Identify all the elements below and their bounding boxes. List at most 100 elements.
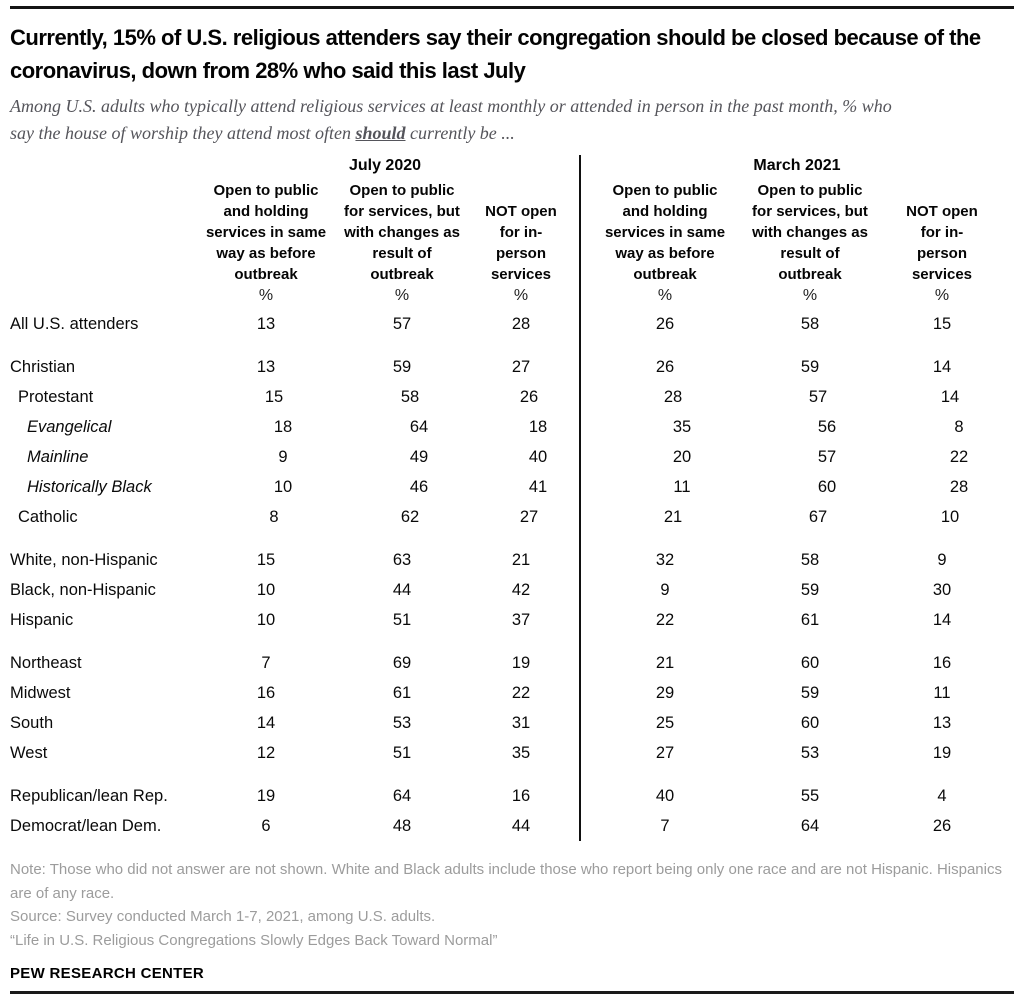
value-cell: 14 — [256, 713, 276, 732]
value-cell: 40 — [528, 447, 548, 466]
row-label: Midwest — [10, 683, 71, 702]
note-text: Note: Those who did not answer are not s… — [10, 861, 1002, 902]
value-cell: 16 — [256, 683, 276, 702]
value-cell: 28 — [511, 314, 531, 333]
row-label: Republican/lean Rep. — [10, 786, 168, 805]
row-label: All U.S. attenders — [10, 314, 139, 333]
value-cell: 26 — [932, 816, 952, 835]
value-cell: 48 — [392, 816, 412, 835]
value-cell: 67 — [808, 507, 828, 526]
subtitle-text-2: currently be ... — [405, 123, 515, 143]
value-cell: 9 — [278, 447, 288, 466]
value-cell: 32 — [655, 550, 675, 569]
value-cell: 57 — [817, 447, 837, 466]
value-cell: 37 — [511, 610, 531, 629]
value-cell: 27 — [655, 743, 675, 762]
pew-table-figure: Currently, 15% of U.S. religious attende… — [0, 6, 1024, 994]
col-header-july-open-changes: Open to public for services, but with ch… — [344, 182, 460, 283]
value-cell: 22 — [511, 683, 531, 702]
percent-sign: % — [513, 287, 529, 304]
value-cell: 59 — [800, 683, 820, 702]
value-cell: 59 — [392, 357, 412, 376]
value-cell: 8 — [269, 507, 279, 526]
value-cell: 57 — [392, 314, 412, 333]
value-cell: 15 — [932, 314, 952, 333]
row-label: Catholic — [18, 507, 78, 526]
value-cell: 8 — [954, 417, 964, 436]
value-cell: 16 — [932, 653, 952, 672]
pew-research-center-wordmark: PEW RESEARCH CENTER — [10, 965, 205, 982]
value-cell: 11 — [933, 683, 951, 702]
value-cell: 46 — [409, 477, 429, 496]
value-cell: 27 — [511, 357, 531, 376]
percent-sign: % — [394, 287, 410, 304]
table-row: Northeast 7 69 19 21 60 16 — [10, 648, 1014, 678]
data-table: July 2020 March 2021 Open to public and … — [10, 155, 1014, 841]
table-row: Christian 13 59 27 26 59 14 — [10, 352, 1014, 382]
table-row: Catholic 8 62 27 21 67 10 — [10, 502, 1014, 532]
subtitle-text-1: Among U.S. adults who typically attend r… — [10, 96, 892, 143]
value-cell: 56 — [817, 417, 837, 436]
group-header-row: July 2020 March 2021 — [10, 155, 1014, 177]
table-row: Protestant 15 58 26 28 57 14 — [10, 382, 1014, 412]
value-cell: 11 — [673, 477, 691, 496]
report-title-text: “Life in U.S. Religious Congregations Sl… — [10, 931, 498, 949]
row-label: Historically Black — [27, 477, 152, 496]
value-cell: 10 — [940, 507, 960, 526]
value-cell: 14 — [940, 387, 960, 406]
row-label: Christian — [10, 357, 76, 376]
value-cell: 64 — [800, 816, 820, 835]
row-label: Mainline — [27, 447, 89, 466]
table-row: Hispanic 10 51 37 22 61 14 — [10, 605, 1014, 635]
col-header-march-open-changes: Open to public for services, but with ch… — [752, 182, 868, 283]
value-cell: 16 — [511, 786, 531, 805]
col-header-july-not-open: NOT open for in-person services — [485, 203, 557, 283]
value-cell: 21 — [663, 507, 683, 526]
value-cell: 31 — [511, 713, 531, 732]
table-row: White, non-Hispanic 15 63 21 32 58 9 — [10, 545, 1014, 575]
row-label: West — [10, 743, 48, 762]
row-label: South — [10, 713, 54, 732]
value-cell: 19 — [256, 786, 276, 805]
value-cell: 58 — [800, 550, 820, 569]
row-label: Hispanic — [10, 610, 74, 629]
value-cell: 13 — [932, 713, 952, 732]
percent-sign: % — [934, 287, 950, 304]
bottom-rule — [10, 991, 1014, 994]
table-row: Republican/lean Rep. 19 64 16 40 55 4 — [10, 781, 1014, 811]
value-cell: 26 — [519, 387, 539, 406]
table-row: Evangelical 18 64 18 35 56 8 — [10, 412, 1014, 442]
table-row: Democrat/lean Dem. 6 48 44 7 64 26 — [10, 811, 1014, 841]
value-cell: 18 — [528, 417, 548, 436]
table-row: Black, non-Hispanic 10 44 42 9 59 30 — [10, 575, 1014, 605]
value-cell: 10 — [273, 477, 293, 496]
value-cell: 7 — [660, 816, 670, 835]
value-cell: 62 — [400, 507, 420, 526]
group-divider-line — [579, 155, 581, 841]
value-cell: 59 — [800, 580, 820, 599]
value-cell: 6 — [261, 816, 271, 835]
value-cell: 44 — [392, 580, 412, 599]
percent-sign: % — [258, 287, 274, 304]
subtitle-emphasis: should — [355, 123, 406, 143]
page-title: Currently, 15% of U.S. religious attende… — [10, 25, 981, 83]
value-cell: 53 — [392, 713, 412, 732]
footnotes: Note: Those who did not answer are not s… — [10, 858, 1014, 952]
value-cell: 35 — [511, 743, 531, 762]
value-cell: 9 — [937, 550, 947, 569]
value-cell: 58 — [400, 387, 420, 406]
value-cell: 14 — [932, 610, 952, 629]
value-cell: 27 — [519, 507, 539, 526]
value-cell: 9 — [660, 580, 670, 599]
value-cell: 15 — [256, 550, 276, 569]
row-label: White, non-Hispanic — [10, 550, 158, 569]
value-cell: 12 — [256, 743, 276, 762]
value-cell: 18 — [273, 417, 293, 436]
value-cell: 19 — [932, 743, 952, 762]
value-cell: 44 — [511, 816, 531, 835]
col-header-march-open-same: Open to public and holding services in s… — [604, 182, 726, 283]
value-cell: 26 — [655, 357, 675, 376]
value-cell: 10 — [256, 580, 276, 599]
value-cell: 58 — [800, 314, 820, 333]
value-cell: 10 — [256, 610, 276, 629]
